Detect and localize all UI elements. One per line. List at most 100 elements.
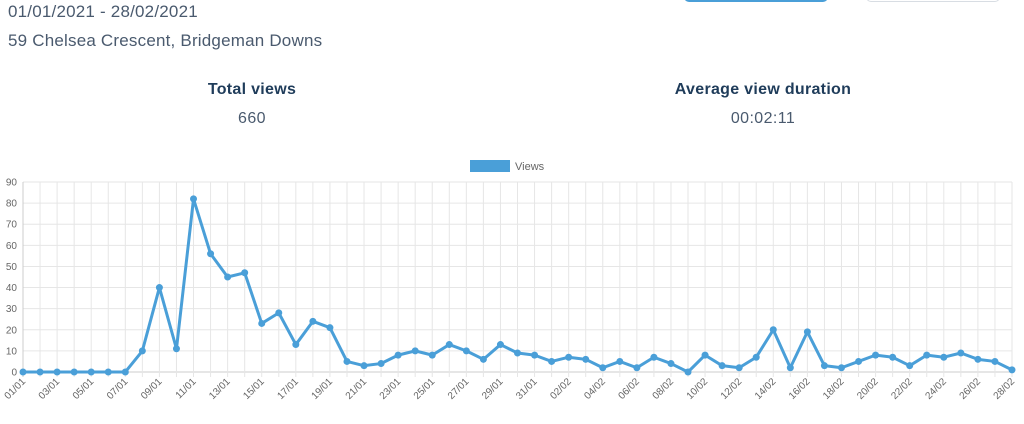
avg-duration-label: Average view duration — [674, 81, 852, 98]
total-views-stat: Total views 660 — [102, 81, 402, 128]
data-point[interactable] — [650, 353, 658, 361]
y-tick-label: 90 — [6, 178, 18, 189]
data-point[interactable] — [121, 368, 129, 376]
x-tick-label: 13/01 — [207, 376, 233, 402]
x-tick-label: 18/02 — [821, 376, 847, 402]
data-point[interactable] — [326, 324, 334, 332]
total-views-label: Total views — [207, 81, 297, 98]
data-point[interactable] — [752, 353, 760, 361]
x-axis-ticks: 01/01 03/01 05/01 07/01 09/01 11/01 13/01 15/01… — [3, 376, 1018, 402]
data-point[interactable] — [104, 368, 112, 376]
x-tick-label: 24/02 — [923, 376, 949, 402]
y-tick-label: 60 — [6, 241, 18, 252]
x-tick-label: 07/01 — [105, 376, 131, 402]
x-tick-label: 09/01 — [139, 376, 165, 402]
data-point[interactable] — [701, 351, 709, 359]
data-point[interactable] — [258, 319, 266, 327]
data-point[interactable] — [718, 362, 726, 370]
total-views-value: 660 — [238, 110, 266, 127]
data-point[interactable] — [87, 368, 95, 376]
data-point[interactable] — [991, 357, 999, 365]
data-point[interactable] — [837, 364, 845, 372]
primary-action-button[interactable] — [684, 0, 828, 2]
data-point[interactable] — [138, 347, 146, 355]
data-point[interactable] — [377, 360, 385, 368]
x-tick-label: 03/01 — [37, 376, 63, 402]
data-point[interactable] — [565, 353, 573, 361]
data-point[interactable] — [309, 317, 317, 325]
data-point[interactable] — [889, 353, 897, 361]
data-point[interactable] — [19, 368, 27, 376]
data-point[interactable] — [360, 362, 368, 370]
x-tick-label: 11/01 — [174, 376, 199, 401]
data-point[interactable] — [957, 349, 965, 357]
data-point[interactable] — [343, 357, 351, 365]
data-point[interactable] — [292, 341, 300, 349]
secondary-action-button[interactable] — [866, 0, 1000, 2]
data-point[interactable] — [411, 347, 419, 355]
x-tick-label: 29/01 — [480, 376, 506, 402]
x-tick-label: 15/01 — [241, 376, 267, 402]
x-tick-label: 16/02 — [787, 376, 813, 402]
y-tick-label: 70 — [6, 220, 18, 231]
x-tick-label: 01/01 — [3, 376, 29, 402]
data-point[interactable] — [855, 357, 863, 365]
data-point[interactable] — [735, 364, 743, 372]
data-point[interactable] — [599, 364, 607, 372]
date-range: 01/01/2021 - 28/02/2021 — [8, 2, 198, 21]
data-point[interactable] — [872, 351, 880, 359]
chart-legend: Views — [470, 160, 545, 173]
data-point[interactable] — [582, 355, 590, 363]
legend-label[interactable]: Views — [515, 161, 545, 173]
x-tick-label: 02/02 — [548, 376, 574, 402]
data-point[interactable] — [923, 351, 931, 359]
x-tick-label: 19/01 — [310, 376, 336, 402]
x-tick-label: 22/02 — [889, 376, 915, 402]
data-point[interactable] — [496, 341, 504, 349]
data-point[interactable] — [769, 326, 777, 334]
x-tick-label: 12/02 — [719, 376, 745, 402]
series-views — [19, 195, 1016, 376]
data-point[interactable] — [275, 309, 283, 317]
data-point[interactable] — [155, 284, 163, 292]
y-tick-label: 80 — [6, 199, 18, 210]
data-point[interactable] — [940, 353, 948, 361]
data-point[interactable] — [514, 349, 521, 357]
data-point[interactable] — [394, 351, 402, 359]
data-point[interactable] — [803, 328, 811, 336]
data-point[interactable] — [172, 345, 180, 353]
data-point[interactable] — [428, 351, 436, 359]
x-tick-label: 10/02 — [685, 376, 711, 402]
x-tick-label: 21/01 — [344, 376, 370, 402]
data-point[interactable] — [207, 250, 215, 258]
data-point[interactable] — [53, 368, 61, 376]
data-point[interactable] — [445, 341, 453, 349]
data-point[interactable] — [531, 351, 539, 359]
data-point[interactable] — [667, 360, 675, 368]
x-tick-label: 08/02 — [651, 376, 677, 402]
data-point[interactable] — [820, 362, 828, 370]
data-point[interactable] — [684, 368, 692, 376]
data-point[interactable] — [633, 364, 641, 372]
property-address: 59 Chelsea Crescent, Bridgeman Downs — [8, 31, 323, 50]
y-tick-label: 10 — [6, 346, 18, 357]
data-point[interactable] — [786, 364, 794, 372]
data-point[interactable] — [906, 362, 914, 370]
x-tick-label: 17/01 — [275, 376, 301, 402]
data-point[interactable] — [241, 269, 249, 277]
y-tick-label: 0 — [11, 368, 17, 379]
data-point[interactable] — [548, 357, 556, 365]
data-point[interactable] — [1008, 366, 1016, 374]
y-tick-label: 30 — [6, 304, 18, 315]
data-point[interactable] — [462, 347, 470, 355]
data-point[interactable] — [616, 357, 624, 365]
data-point[interactable] — [36, 368, 44, 376]
data-point[interactable] — [70, 368, 78, 376]
avg-duration-stat: Average view duration 00:02:11 — [613, 81, 913, 128]
x-tick-label: 27/01 — [446, 376, 472, 402]
data-point[interactable] — [974, 355, 982, 363]
data-point[interactable] — [479, 355, 487, 363]
data-point[interactable] — [224, 273, 232, 281]
x-tick-label: 04/02 — [582, 376, 608, 402]
data-point[interactable] — [190, 195, 198, 203]
